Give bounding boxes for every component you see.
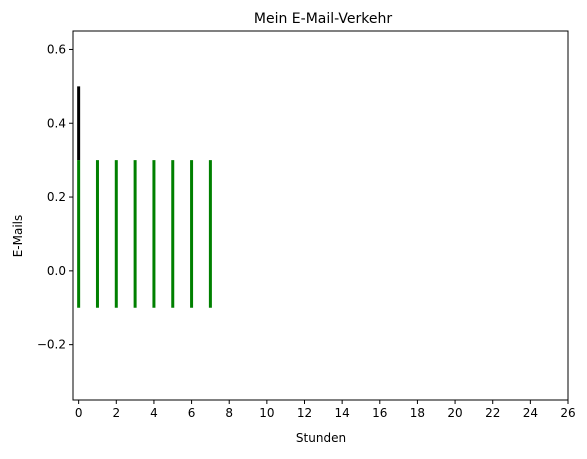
x-tick-label-10: 20 <box>447 406 462 420</box>
y-tick-label-1: 0.0 <box>47 264 66 278</box>
x-tick-label-5: 10 <box>259 406 274 420</box>
x-tick-label-6: 12 <box>297 406 312 420</box>
x-axis-label: Stunden <box>296 431 346 445</box>
axes-frame <box>72 30 569 401</box>
x-tick-label-0: 0 <box>75 406 83 420</box>
x-tick-label-4: 8 <box>225 406 233 420</box>
y-tick-label-4: 0.6 <box>47 42 66 56</box>
plot-area: 0 2 4 6 8 10 12 14 16 18 20 22 24 26−0.20.00.20.40.6 <box>37 42 576 420</box>
y-tick-label-0: −0.2 <box>37 338 66 352</box>
y-axis-label: E-Mails <box>11 215 25 258</box>
y-tick-label-3: 0.4 <box>47 116 66 130</box>
x-tick-label-3: 6 <box>188 406 196 420</box>
x-tick-label-1: 2 <box>112 406 120 420</box>
x-tick-label-7: 14 <box>335 406 350 420</box>
y-tick-label-2: 0.2 <box>47 190 66 204</box>
x-tick-label-2: 4 <box>150 406 158 420</box>
x-tick-label-12: 24 <box>523 406 538 420</box>
chart-title: Mein E-Mail-Verkehr <box>254 11 392 27</box>
x-tick-label-11: 22 <box>485 406 500 420</box>
x-tick-label-13: 26 <box>560 406 575 420</box>
x-tick-label-8: 16 <box>372 406 387 420</box>
x-tick-label-9: 18 <box>410 406 425 420</box>
